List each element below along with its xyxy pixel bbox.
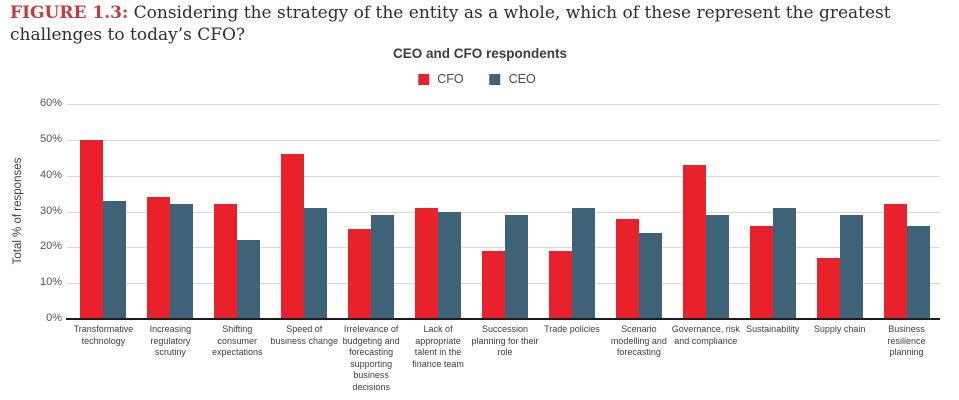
x-tick-label: Irrelevance of budgeting and forecasting… bbox=[342, 324, 400, 392]
bar-ceo-13 bbox=[906, 225, 930, 319]
bar-ceo-7 bbox=[505, 215, 528, 319]
legend-item-ceo: CEO bbox=[489, 72, 536, 86]
bar-ceo-1 bbox=[103, 200, 127, 319]
x-tick-label: Scenario modelling and forecasting bbox=[610, 324, 667, 357]
bar-cfo-9 bbox=[615, 218, 639, 319]
bar-cfo-8 bbox=[548, 250, 572, 319]
figure-number-label: FIGURE 1.3: bbox=[10, 3, 129, 23]
bar-cfo-2 bbox=[147, 197, 171, 319]
bar-ceo-12 bbox=[839, 215, 863, 319]
figure-title-text: Considering the strategy of the entity a… bbox=[10, 3, 891, 45]
y-tick-label: 40% bbox=[39, 168, 62, 181]
gridline bbox=[67, 139, 940, 141]
bar-ceo-9 bbox=[638, 233, 662, 319]
bar-ceo-11 bbox=[772, 207, 796, 319]
chart-title: CEO and CFO respondents bbox=[392, 46, 568, 61]
x-tick-label: Trade policies bbox=[544, 324, 600, 334]
bar-ceo-3 bbox=[237, 240, 261, 319]
legend-swatch-icon bbox=[489, 73, 501, 85]
bar-ceo-10 bbox=[705, 215, 729, 319]
x-tick-label: Governance, risk and compliance bbox=[671, 324, 740, 346]
legend-label: CEO bbox=[508, 72, 536, 86]
x-tick-label: Supply chain bbox=[813, 324, 866, 334]
gridline bbox=[67, 247, 940, 249]
x-tick-label: Transformative technology bbox=[73, 324, 134, 346]
bar-ceo-2 bbox=[170, 204, 194, 319]
x-tick-label: Sustainability bbox=[746, 324, 800, 334]
bar-cfo-1 bbox=[80, 139, 104, 319]
bar-cfo-11 bbox=[749, 225, 773, 319]
bar-ceo-6 bbox=[438, 211, 462, 319]
bar-ceo-5 bbox=[371, 215, 395, 319]
y-tick-label: 30% bbox=[39, 204, 62, 217]
figure-title: FIGURE 1.3: Considering the strategy of … bbox=[10, 3, 954, 47]
x-axis-line bbox=[66, 318, 940, 320]
bar-cfo-3 bbox=[214, 204, 238, 319]
x-tick-label: Business resilience planning bbox=[887, 324, 926, 357]
bar-ceo-8 bbox=[571, 207, 595, 319]
y-tick-label: 20% bbox=[39, 240, 62, 253]
y-tick-label: 60% bbox=[39, 97, 62, 109]
bar-cfo-6 bbox=[415, 207, 439, 319]
bar-cfo-10 bbox=[682, 164, 706, 319]
bar-cfo-12 bbox=[816, 258, 840, 319]
x-tick-label: Lack of appropriate talent in the financ… bbox=[412, 324, 464, 369]
y-tick-label: 50% bbox=[39, 132, 62, 145]
bar-cfo-4 bbox=[281, 154, 305, 319]
gridline bbox=[67, 211, 940, 213]
x-tick-label: Increasing regulatory scrutiny bbox=[149, 324, 192, 357]
gridline bbox=[67, 104, 940, 105]
x-tick-label: Succession planning for their role bbox=[471, 324, 539, 357]
gridline bbox=[67, 175, 940, 177]
legend-item-cfo: CFO bbox=[418, 72, 464, 86]
bar-cfo-7 bbox=[482, 250, 505, 319]
legend-label: CFO bbox=[437, 72, 464, 86]
x-tick-label: Speed of business change bbox=[270, 324, 338, 346]
y-tick-label: 10% bbox=[39, 276, 62, 289]
bar-cfo-13 bbox=[883, 204, 907, 319]
bar-ceo-4 bbox=[304, 207, 328, 319]
y-tick-label: 0% bbox=[46, 312, 62, 324]
bar-cfo-5 bbox=[348, 229, 372, 319]
x-tick-label: Shifting consumer expectations bbox=[212, 324, 263, 357]
legend-swatch-icon bbox=[418, 73, 430, 85]
